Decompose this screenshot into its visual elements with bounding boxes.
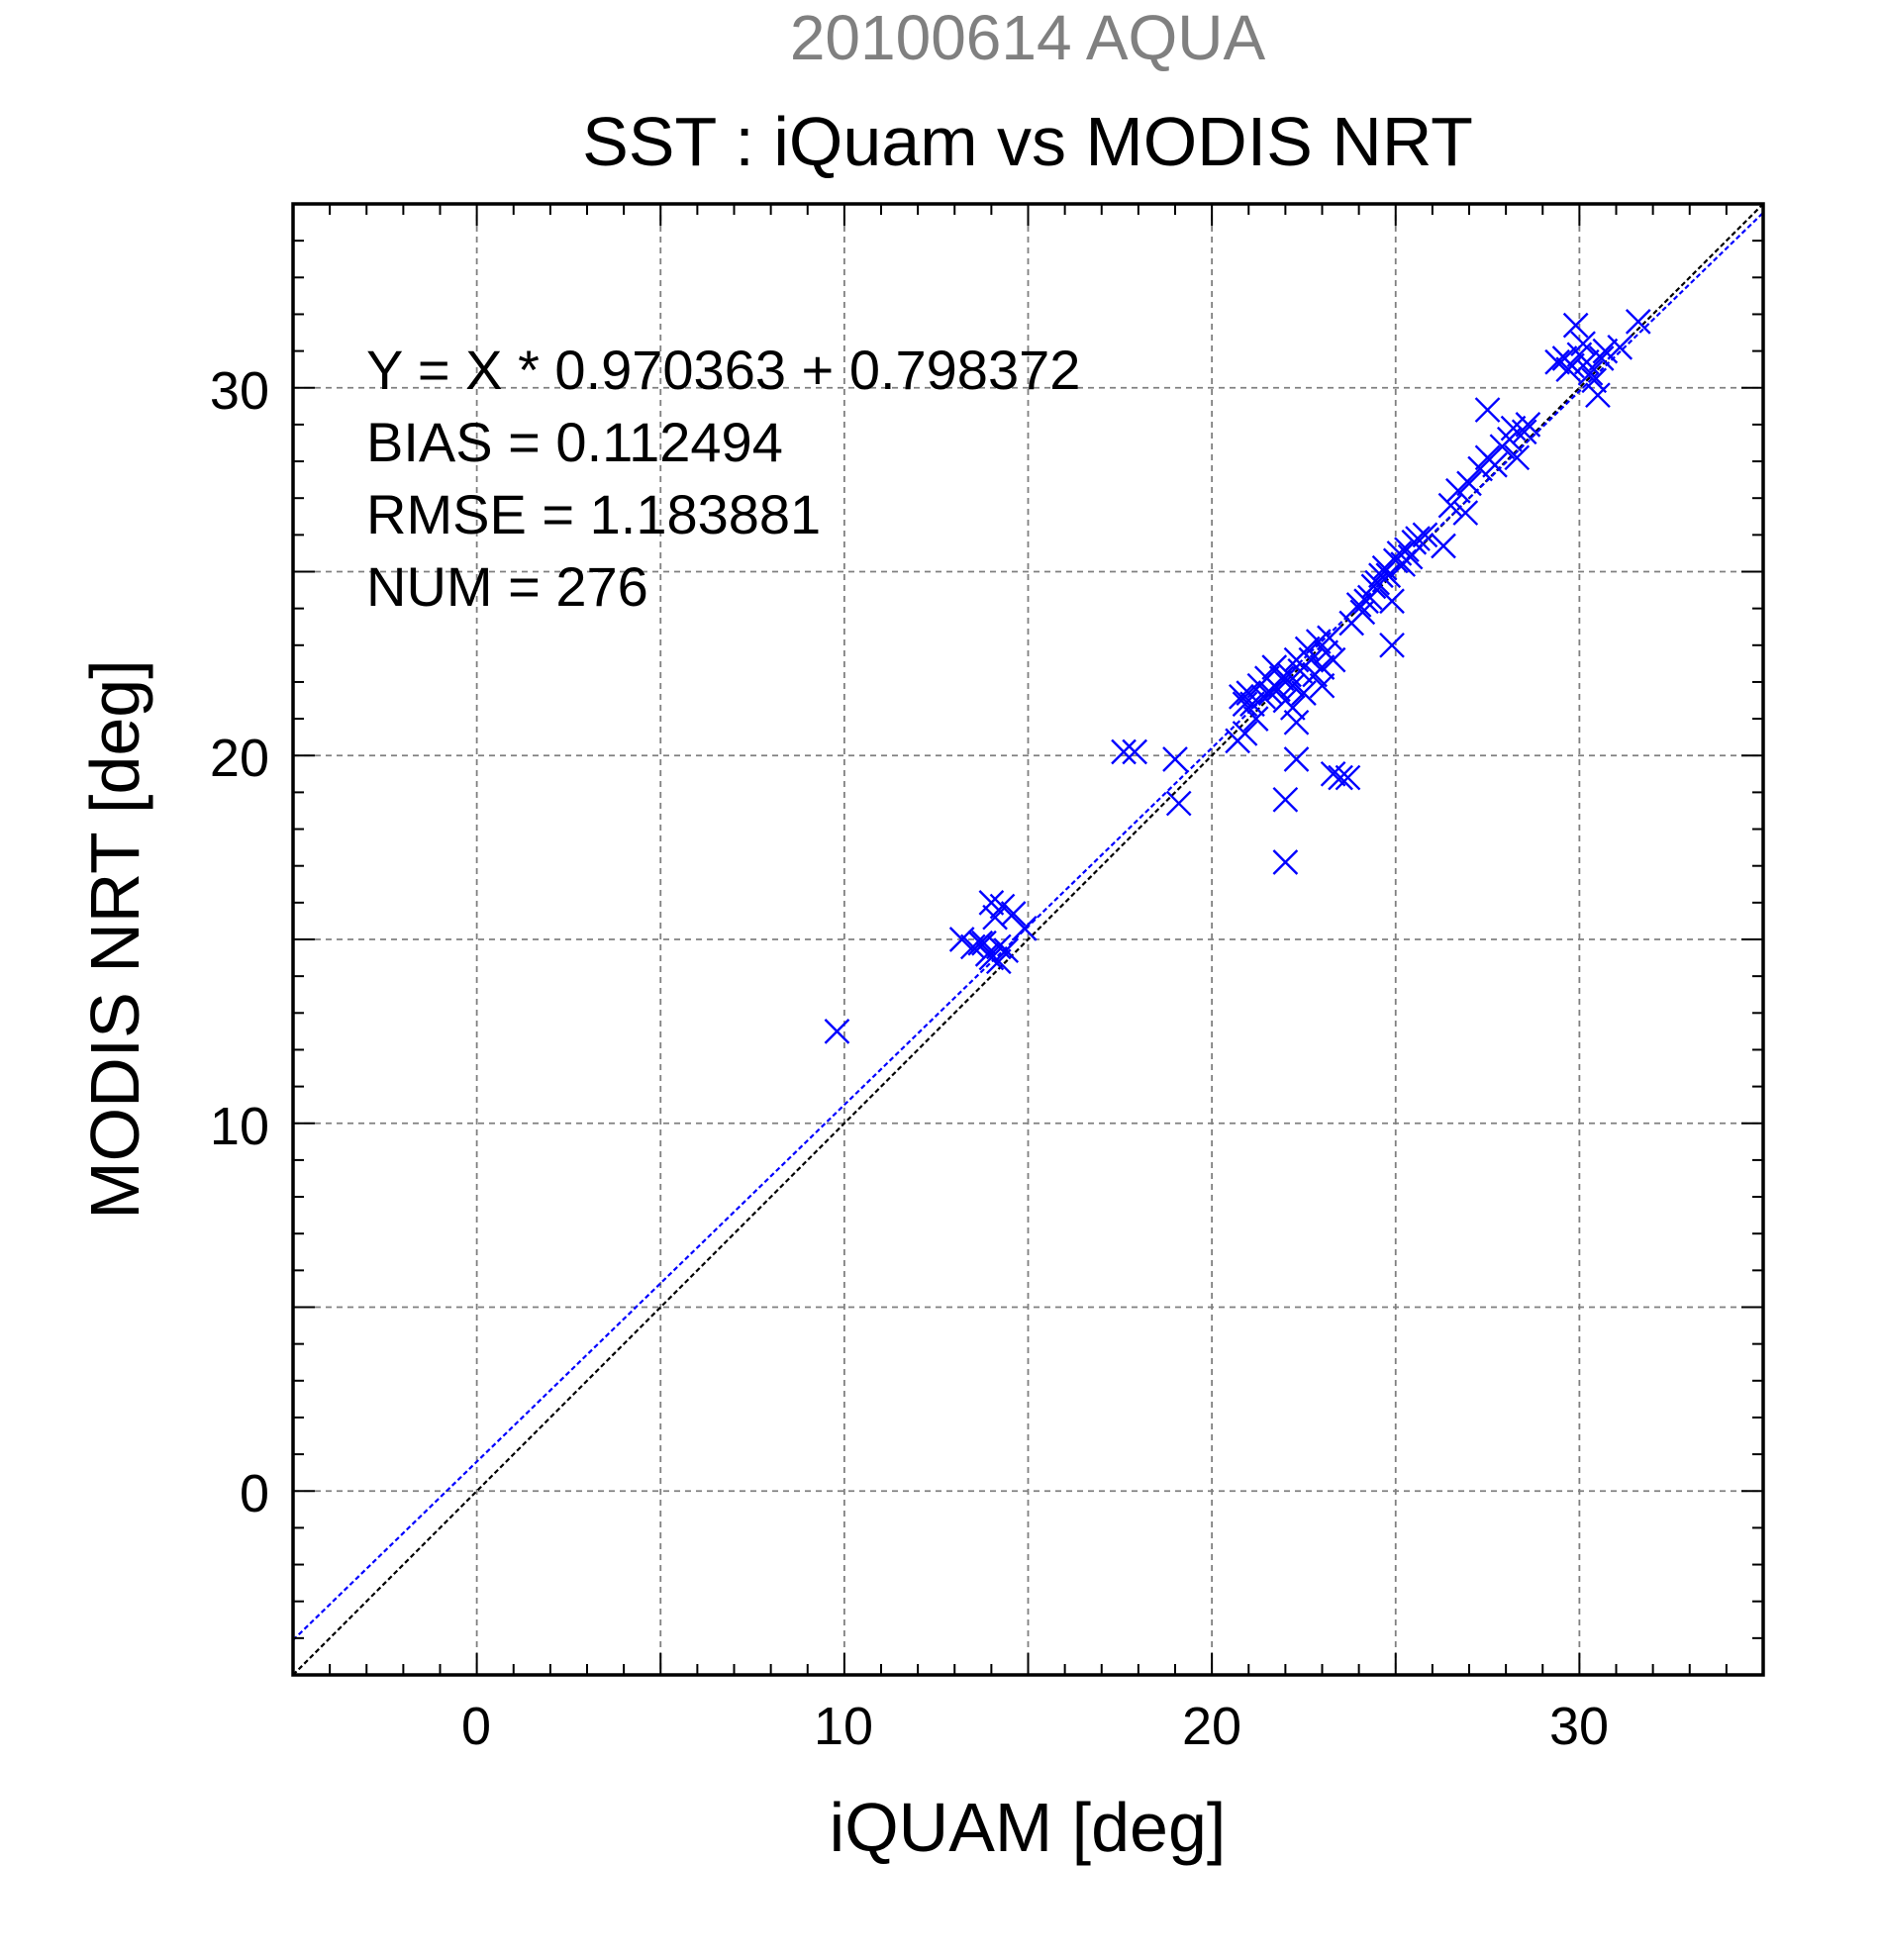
data-point <box>1504 444 1531 471</box>
data-point <box>1364 569 1391 596</box>
chart-supertitle: 20100614 AQUA <box>790 2 1266 73</box>
data-point <box>1317 625 1342 651</box>
x-tick-labels: 0 10 20 30 <box>461 1697 1609 1756</box>
data-point <box>1011 916 1038 941</box>
data-point <box>1607 335 1634 360</box>
data-point <box>1405 526 1431 551</box>
y-axis-label: MODIS NRT [deg] <box>76 659 153 1219</box>
gridlines <box>293 204 1763 1675</box>
data-points <box>824 309 1651 1044</box>
data-point <box>1412 522 1438 548</box>
data-point <box>1437 492 1464 519</box>
data-point <box>1111 738 1137 765</box>
data-point <box>1283 746 1310 772</box>
data-point <box>1232 721 1258 746</box>
data-point <box>1577 360 1604 386</box>
x-tick-label: 0 <box>461 1697 491 1756</box>
data-point <box>1279 672 1306 699</box>
plot-frame <box>291 202 1765 1677</box>
y-tick-labels: 0 10 20 30 <box>210 361 269 1523</box>
data-point <box>1228 683 1254 710</box>
data-point <box>1452 500 1479 526</box>
data-point <box>1467 455 1493 482</box>
data-point <box>1474 397 1501 423</box>
data-point <box>1268 665 1295 692</box>
data-point <box>1379 588 1405 615</box>
data-point <box>989 893 1016 920</box>
data-point <box>1000 901 1027 927</box>
x-tick-label: 10 <box>814 1697 873 1756</box>
data-point <box>1588 345 1615 371</box>
stats-count: NUM = 276 <box>366 555 648 618</box>
data-point <box>1272 786 1299 813</box>
data-point <box>1283 709 1310 735</box>
x-tick-label: 30 <box>1549 1697 1609 1756</box>
data-point <box>1544 348 1570 375</box>
data-point <box>971 930 997 956</box>
data-point <box>1279 695 1306 721</box>
stats-fit-equation: Y = X * 0.970363 + 0.798372 <box>366 339 1080 401</box>
y-tick-label: 10 <box>210 1097 269 1156</box>
data-point <box>1298 646 1325 673</box>
data-point <box>1291 680 1317 706</box>
stats-box: Y = X * 0.970363 + 0.798372 BIAS = 0.112… <box>366 339 1080 618</box>
data-point <box>1625 309 1651 335</box>
identity-line <box>292 203 1764 1676</box>
y-tick-label: 0 <box>240 1464 269 1523</box>
data-point <box>1242 706 1269 732</box>
data-point <box>1122 738 1148 765</box>
x-tick-label: 20 <box>1182 1697 1241 1756</box>
data-point <box>824 1019 850 1044</box>
data-point <box>1375 562 1402 589</box>
data-point <box>993 937 1020 963</box>
data-point <box>1482 451 1508 478</box>
data-point <box>1456 470 1482 497</box>
data-point <box>1559 352 1585 379</box>
axis-ticks <box>292 203 1764 1676</box>
data-point <box>1162 746 1188 772</box>
data-point <box>1431 533 1456 559</box>
data-point <box>1272 849 1299 875</box>
reference-lines <box>292 203 1764 1676</box>
data-point <box>985 933 1012 960</box>
data-point <box>1320 646 1346 673</box>
data-point <box>1379 632 1405 658</box>
y-tick-label: 30 <box>210 361 269 421</box>
data-point <box>1309 672 1336 699</box>
data-point <box>1239 691 1265 718</box>
data-point <box>1562 312 1589 339</box>
chart-title: SST : iQuam vs MODIS NRT <box>582 103 1473 180</box>
data-point <box>1309 654 1336 680</box>
data-point <box>1445 477 1471 504</box>
data-point <box>1515 412 1541 438</box>
stats-rmse: RMSE = 1.183881 <box>366 483 821 545</box>
data-point <box>1328 764 1353 791</box>
data-point <box>1345 592 1372 618</box>
data-point <box>1592 338 1619 364</box>
data-point <box>1320 760 1346 787</box>
data-point <box>978 944 1005 971</box>
x-axis-label: iQUAM [deg] <box>830 1789 1227 1866</box>
data-point <box>1511 419 1537 445</box>
data-point <box>1397 543 1424 570</box>
stats-bias: BIAS = 0.112494 <box>366 411 783 473</box>
data-point <box>1165 790 1192 817</box>
data-point <box>1581 367 1608 394</box>
y-tick-label: 20 <box>210 729 269 788</box>
data-point <box>1585 382 1611 409</box>
data-point <box>1335 764 1361 791</box>
fit-line <box>292 212 1764 1641</box>
